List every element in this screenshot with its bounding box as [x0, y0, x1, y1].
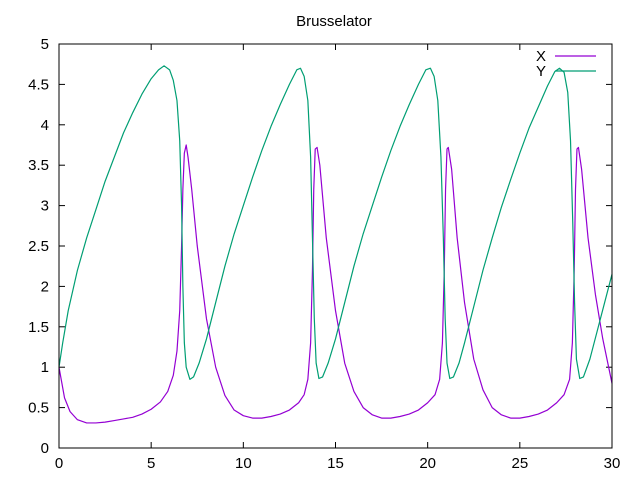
- y-tick-label: 3: [41, 198, 49, 215]
- legend-label-y: Y: [536, 63, 546, 80]
- y-tick-label: 4: [41, 117, 49, 134]
- chart-title: Brusselator: [296, 13, 372, 30]
- legend: XY: [536, 48, 596, 80]
- x-tick-label: 20: [419, 455, 436, 472]
- legend-label-x: X: [536, 48, 546, 65]
- axis-tick-labels: 0 5 10 15 20 25 30 0 0.5 1 1.5 2 2.5 3 3.5 4 4.5 5: [28, 36, 620, 472]
- x-tick-label: 30: [604, 455, 621, 472]
- y-tick-label: 4.5: [28, 76, 49, 93]
- y-tick-label: 0: [41, 440, 49, 457]
- y-tick-label: 2.5: [28, 238, 49, 255]
- y-tick-label: 3.5: [28, 157, 49, 174]
- series-line-y: [58, 65, 613, 380]
- plot-frame: [58, 43, 613, 449]
- y-tick-label: 5: [41, 36, 49, 53]
- x-tick-label: 10: [235, 455, 252, 472]
- y-tick-label: 0.5: [28, 400, 49, 417]
- x-tick-label: 25: [511, 455, 528, 472]
- x-tick-label: 15: [327, 455, 344, 472]
- series-line-x: [58, 144, 613, 424]
- x-tick-label: 0: [55, 455, 63, 472]
- y-tick-label: 2: [41, 278, 49, 295]
- x-tick-label: 5: [147, 455, 155, 472]
- plot-lines: [58, 65, 613, 424]
- y-tick-label: 1.5: [28, 319, 49, 336]
- y-tick-label: 1: [41, 359, 49, 376]
